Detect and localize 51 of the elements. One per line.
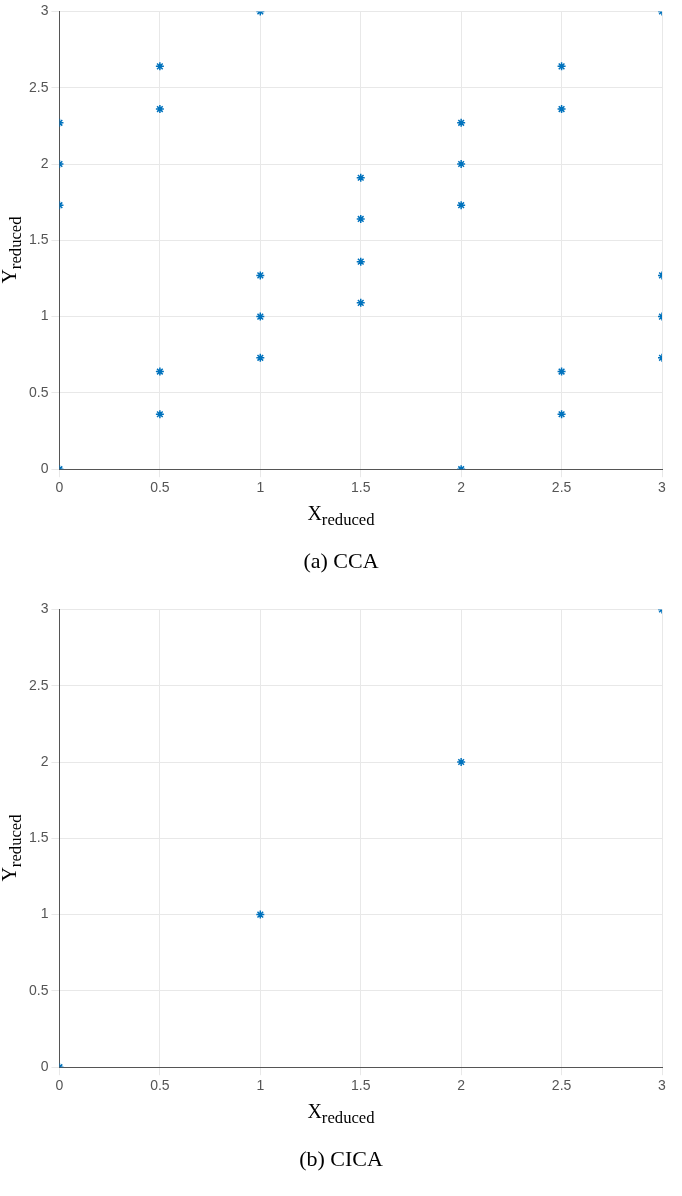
x-tick-label: 2	[457, 479, 466, 496]
point	[255, 311, 266, 322]
y-tick-label: 2.5	[28, 78, 49, 95]
y-tick-label: 0.5	[28, 981, 49, 998]
y-tick-label: 0.5	[28, 383, 49, 400]
y-tick-label: 1	[40, 307, 49, 324]
point	[456, 159, 466, 169]
x-tick-label: 1	[256, 1077, 265, 1094]
x-tick-label: 2	[457, 1077, 466, 1094]
point	[255, 353, 266, 363]
point	[456, 118, 466, 128]
y-tick-label: 2.5	[28, 676, 49, 693]
x-tick-label: 2.5	[551, 1077, 572, 1094]
x-tick-label: 0	[55, 1077, 64, 1094]
point	[155, 104, 165, 114]
point	[255, 270, 266, 281]
y-tick-label: 2	[40, 154, 49, 171]
x-tick-label: 0.5	[150, 479, 170, 496]
y-tick-label: 3	[40, 600, 49, 617]
point	[556, 61, 567, 72]
text: (a) CCA	[302, 548, 380, 574]
point	[355, 256, 366, 267]
x-tick-label: 3	[658, 1077, 667, 1094]
point	[456, 757, 466, 767]
x-axis-title: X$_{reduced}$	[306, 1100, 376, 1128]
point	[155, 366, 165, 377]
point	[355, 214, 366, 224]
point	[556, 409, 567, 420]
y-tick-label: 1.5	[28, 231, 49, 248]
point	[556, 366, 567, 377]
x-tick-label: 2.5	[551, 479, 572, 496]
x-tick-label: 1	[256, 479, 265, 496]
y-tick-label: 1.5	[28, 829, 49, 846]
x-tick-label: 1.5	[351, 479, 371, 496]
x-tick-label: 0	[55, 479, 64, 496]
y-tick-label: 3	[40, 2, 49, 19]
point	[355, 298, 366, 308]
y-tick-label: 0	[40, 1058, 49, 1075]
x-tick-label: 1.5	[351, 1077, 371, 1094]
y-tick-label: 0	[40, 460, 49, 477]
point	[456, 200, 466, 210]
x-axis-title: X$_{reduced}$	[306, 502, 376, 530]
x-tick-label: 3	[658, 479, 667, 496]
y-tick-label: 2	[40, 752, 49, 769]
text: (b) CICA	[298, 1146, 384, 1172]
x-tick-label: 0.5	[150, 1077, 170, 1094]
point	[155, 409, 165, 420]
point	[556, 104, 567, 114]
point	[155, 61, 165, 72]
point	[355, 172, 366, 183]
y-tick-label: 1	[40, 905, 49, 922]
